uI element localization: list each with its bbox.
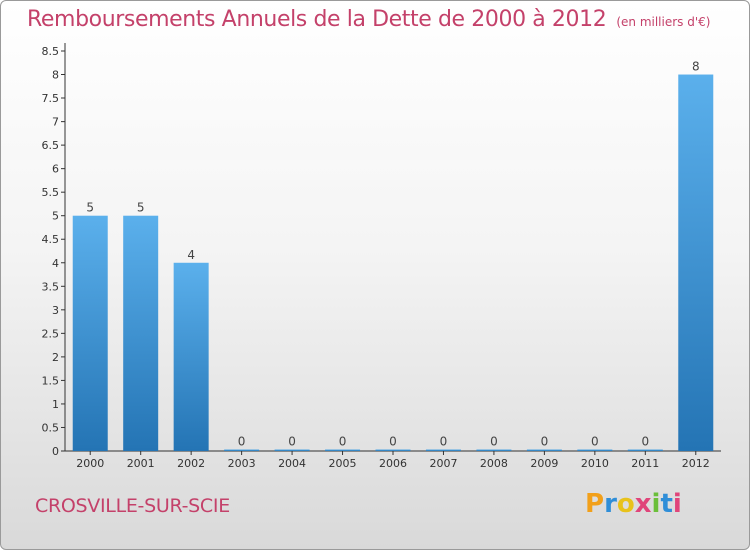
- logo-letter: P: [585, 489, 605, 519]
- bar: [627, 449, 663, 451]
- y-tick-label: 1: [52, 398, 59, 411]
- bar: [123, 215, 159, 451]
- logo-letter: x: [634, 489, 652, 519]
- y-tick-label: 2.5: [42, 327, 60, 340]
- y-tick-label: 8: [52, 69, 59, 82]
- y-tick-label: 7.5: [42, 92, 60, 105]
- y-tick-label: 0: [52, 445, 59, 458]
- data-label: 0: [641, 435, 649, 449]
- y-tick-label: 0.5: [42, 421, 60, 434]
- x-tick-label: 2009: [530, 457, 558, 470]
- data-label: 0: [288, 435, 296, 449]
- y-tick-label: 1.5: [42, 374, 60, 387]
- y-tick-label: 5: [52, 210, 59, 223]
- logo-letter: r: [604, 489, 617, 519]
- data-label: 8: [692, 60, 700, 74]
- bar: [476, 449, 512, 451]
- y-tick-label: 3: [52, 304, 59, 317]
- x-tick-label: 2003: [228, 457, 256, 470]
- y-tick-label: 5.5: [42, 186, 60, 199]
- x-tick-label: 2012: [682, 457, 710, 470]
- bar: [526, 449, 562, 451]
- y-tick-label: 7: [52, 116, 59, 129]
- x-tick-label: 2000: [76, 457, 104, 470]
- bar: [72, 215, 108, 451]
- data-label: 0: [389, 435, 397, 449]
- y-tick-label: 4.5: [42, 233, 60, 246]
- title-main: Remboursements Annuels de la Dette de 20…: [27, 7, 607, 32]
- bar: [577, 449, 613, 451]
- data-label: 5: [86, 201, 94, 215]
- proxiti-logo: Proxiti: [585, 489, 682, 519]
- x-tick-label: 2001: [127, 457, 155, 470]
- bar: [173, 262, 209, 451]
- y-tick-label: 2: [52, 351, 59, 364]
- x-tick-label: 2008: [480, 457, 508, 470]
- y-tick-label: 8.5: [42, 45, 60, 58]
- bar: [224, 449, 260, 451]
- title-unit: (en milliers d'€): [616, 15, 711, 29]
- x-tick-label: 2011: [631, 457, 659, 470]
- data-label: 0: [238, 435, 246, 449]
- y-tick-label: 3.5: [42, 280, 60, 293]
- data-label: 0: [591, 435, 599, 449]
- bar: [678, 74, 714, 451]
- bar: [325, 449, 361, 451]
- y-tick-label: 6.5: [42, 139, 60, 152]
- x-tick-label: 2005: [329, 457, 357, 470]
- x-tick-label: 2004: [278, 457, 306, 470]
- logo-letter: i: [651, 489, 661, 519]
- data-label: 0: [490, 435, 498, 449]
- x-tick-label: 2010: [581, 457, 609, 470]
- y-tick-label: 6: [52, 163, 59, 176]
- y-tick-label: 4: [52, 257, 59, 270]
- data-label: 0: [541, 435, 549, 449]
- x-tick-label: 2006: [379, 457, 407, 470]
- bar: [375, 449, 411, 451]
- chart-title: Remboursements Annuels de la Dette de 20…: [27, 7, 710, 32]
- bar: [274, 449, 310, 451]
- x-tick-label: 2002: [177, 457, 205, 470]
- logo-letter: t: [660, 489, 673, 519]
- data-label: 4: [187, 248, 195, 262]
- city-name: CROSVILLE-SUR-SCIE: [35, 495, 230, 517]
- x-tick-label: 2007: [429, 457, 457, 470]
- data-label: 0: [339, 435, 347, 449]
- logo-letter: i: [672, 489, 682, 519]
- bar: [425, 449, 461, 451]
- data-label: 5: [137, 201, 145, 215]
- logo-letter: o: [616, 489, 635, 519]
- data-label: 0: [440, 435, 448, 449]
